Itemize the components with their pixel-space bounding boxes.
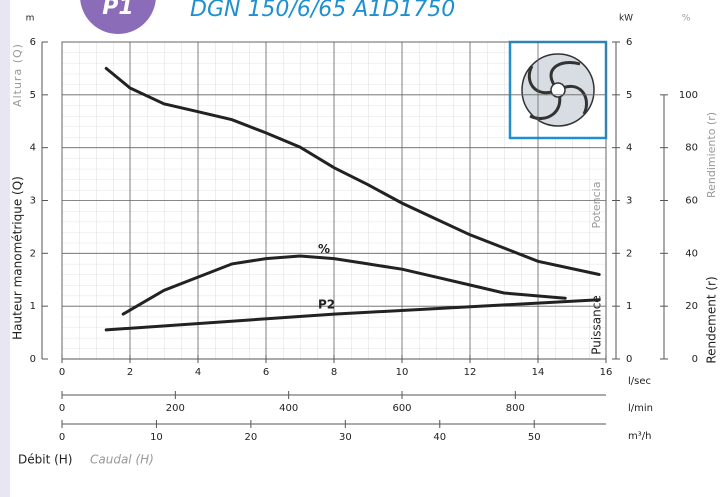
x-tick-label: 6 [263,367,269,378]
x-tick-label: 8 [331,367,337,378]
side-strip [0,0,10,497]
x-unit: l/sec [628,376,651,387]
chart-title: DGN 150/6/65 A1D1750 [190,0,455,22]
y-tick-label: 6 [30,37,36,48]
y2-tick-label: 6 [626,37,632,48]
y-tick-label: 0 [30,354,36,365]
x-tick-label: 16 [600,367,613,378]
y2-tick-label: 5 [626,90,632,101]
y2-tick-label: 4 [626,143,632,154]
y-tick-label: 1 [30,301,36,312]
x2-tick-label: 600 [392,403,411,414]
y2-label-alt: Potencia [590,182,603,229]
curve [121,254,567,316]
x3-unit: m³/h [628,431,651,442]
series-label: % [318,242,330,256]
x-tick-label: 4 [195,367,201,378]
y3-label-alt: Rendimiento (r) [705,112,718,198]
y2-tick-label: 0 [626,354,632,365]
x-tick-label: 14 [532,367,545,378]
x3-tick-label: 0 [59,432,65,443]
impeller-icon [508,40,608,140]
x-tick-label: 12 [464,367,477,378]
x-tick-label: 10 [396,367,409,378]
y2-label: Puissance [590,295,604,354]
y-label-alt: Altura (Q) [11,43,24,107]
x2-tick-label: 200 [166,403,185,414]
x2-tick-label: 0 [59,403,65,414]
y2-tick-label: 3 [626,196,632,207]
x3-tick-label: 50 [528,432,541,443]
y2-unit: kW [619,14,633,24]
y3-tick-label: 80 [685,143,698,154]
x-tick-label: 2 [127,367,133,378]
x2-tick-label: 800 [506,403,525,414]
y3-tick-label: 0 [692,354,698,365]
y3-tick-label: 100 [679,90,698,101]
x-tick-label: 0 [59,367,65,378]
x3-tick-label: 20 [245,432,258,443]
y3-label: Rendement (r) [705,276,719,363]
x2-unit: l/min [628,403,653,414]
badge-text: P1 [102,0,133,20]
x3-tick-label: 10 [150,432,163,443]
y3-tick-label: 20 [685,301,698,312]
badge [80,0,156,34]
curve [104,66,601,276]
y3-tick-label: 60 [685,196,698,207]
y-tick-label: 2 [30,248,36,259]
x3-tick-label: 30 [339,432,352,443]
y2-tick-label: 1 [626,301,632,312]
y-tick-label: 3 [30,196,36,207]
x3-tick-label: 40 [433,432,446,443]
y-unit: m [26,14,35,24]
x-label: Débit (H) [18,453,72,467]
y3-tick-label: 40 [685,248,698,259]
curve [104,298,601,332]
y-label: Hauteur manométrique (Q) [11,176,25,340]
y2-tick-label: 2 [626,248,632,259]
x2-tick-label: 400 [279,403,298,414]
y-tick-label: 4 [30,143,36,154]
y-tick-label: 5 [30,90,36,101]
y3-unit: % [682,14,691,24]
x-label-alt: Caudal (H) [90,453,154,467]
series-label: P2 [318,298,335,312]
